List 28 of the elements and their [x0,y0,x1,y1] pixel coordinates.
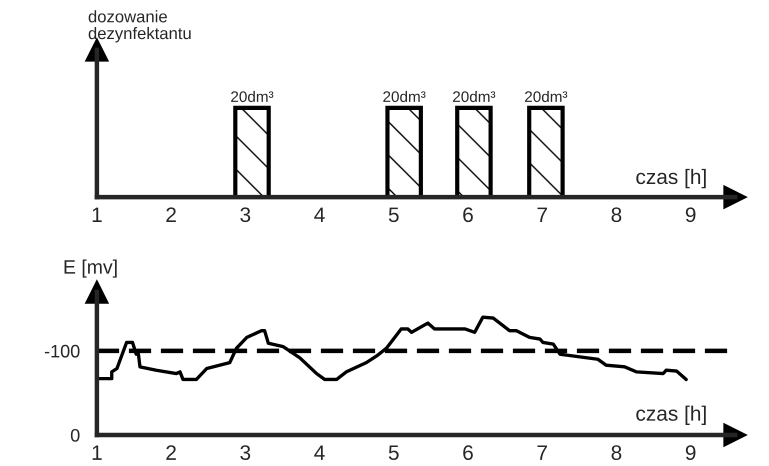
x-tick-label: 5 [388,208,399,222]
x-tick-label: 4 [314,446,325,460]
data-label: 20dm³ [383,90,426,102]
x-tick-label: 6 [463,445,473,460]
x-tick-label: 1 [92,446,102,460]
x-axis-title: czas [h] [636,168,706,188]
y-tick-label: -100 [44,344,80,358]
x-tick-label: 8 [612,445,622,460]
y-axis-title: E [mv] [64,260,117,278]
x-tick-label: 7 [537,446,547,460]
x-axis-title: czas [h] [636,406,706,425]
data-label: 20dm³ [231,90,274,102]
x-tick-label: 5 [388,446,399,460]
x-tick-label: 3 [240,207,250,222]
x-tick-label: 4 [314,208,325,222]
x-tick-label: 7 [537,208,547,222]
x-tick-label: 8 [612,207,622,222]
y-axis-title: dozowanie dezynfektantu [88,10,191,42]
x-tick-label: 1 [92,208,102,222]
data-label: 20dm³ [525,90,568,102]
x-tick-label: 6 [463,207,473,222]
x-tick-label: 2 [166,445,176,460]
data-label: 20dm³ [453,90,496,102]
x-tick-label: 3 [240,445,250,460]
x-tick-label: 9 [686,207,696,222]
x-tick-label: 2 [166,207,176,222]
y-tick-label: 0 [70,428,80,442]
x-tick-label: 9 [686,445,696,460]
